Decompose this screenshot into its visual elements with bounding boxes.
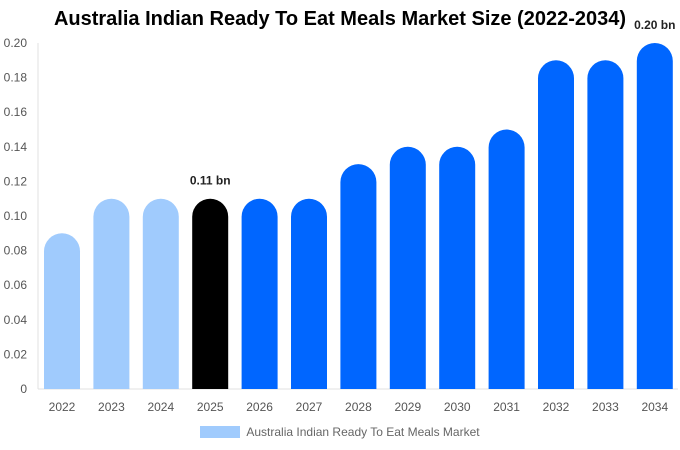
data-label: 0.20 bn <box>634 18 675 32</box>
x-tick-label: 2022 <box>49 400 76 414</box>
y-tick-label: 0.04 <box>4 313 28 327</box>
legend-swatch <box>200 426 241 438</box>
y-tick-label: 0 <box>20 382 27 396</box>
legend[interactable]: Australia Indian Ready To Eat Meals Mark… <box>0 425 680 439</box>
x-tick-label: 2023 <box>98 400 125 414</box>
x-tick-label: 2034 <box>641 400 668 414</box>
y-tick-label: 0.18 <box>4 71 28 85</box>
x-tick-label: 2033 <box>592 400 619 414</box>
bar-2032 <box>538 60 574 389</box>
x-tick-label: 2024 <box>147 400 174 414</box>
bar-2025 <box>192 198 229 389</box>
bar-2029 <box>389 146 426 389</box>
y-tick-label: 0.16 <box>4 105 28 119</box>
bar-2023 <box>93 198 130 389</box>
y-tick-label: 0.12 <box>4 174 28 188</box>
y-tick-label: 0.08 <box>4 244 28 258</box>
chart-title: Australia Indian Ready To Eat Meals Mark… <box>53 8 627 30</box>
bar-2028 <box>340 164 377 389</box>
x-tick-label: 2031 <box>493 400 520 414</box>
x-tick-label: 2028 <box>345 400 372 414</box>
bar-2033 <box>587 60 624 389</box>
y-tick-label: 0.14 <box>4 140 28 154</box>
bar-2022 <box>44 233 80 389</box>
x-tick-label: 2026 <box>246 400 273 414</box>
x-tick-label: 2027 <box>296 400 323 414</box>
x-tick-label: 2029 <box>394 400 421 414</box>
x-tick-label: 2030 <box>444 400 471 414</box>
y-tick-label: 0.06 <box>4 278 28 292</box>
bar-2027 <box>291 198 327 389</box>
y-tick-label: 0.20 <box>4 36 28 50</box>
legend-label: Australia Indian Ready To Eat Meals Mark… <box>246 425 480 439</box>
y-tick-label: 0.10 <box>4 209 28 223</box>
x-tick-label: 2032 <box>543 400 570 414</box>
bar-2031 <box>488 129 525 390</box>
bar-2034 <box>636 43 673 389</box>
bar-2030 <box>439 146 476 389</box>
y-tick-label: 0.02 <box>4 347 28 361</box>
data-label: 0.11 bn <box>190 174 231 188</box>
x-tick-label: 2025 <box>197 400 224 414</box>
bar-2024 <box>142 198 179 389</box>
bar-2026 <box>241 198 278 389</box>
